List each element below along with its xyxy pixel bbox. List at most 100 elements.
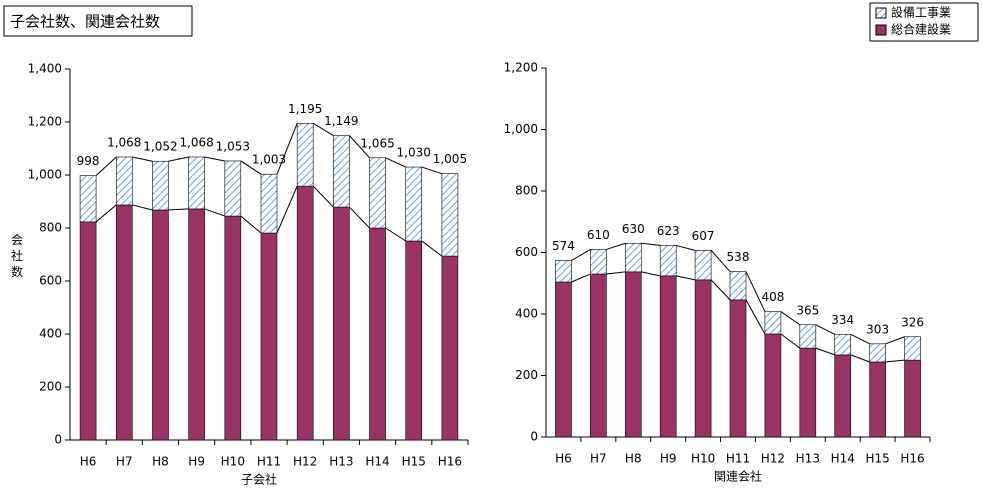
y-tick-label: 400 (39, 327, 62, 341)
bar-segment (799, 347, 817, 438)
total-label: 998 (77, 154, 100, 168)
x-tick-label: H8 (625, 452, 642, 466)
bar-segment (224, 215, 242, 441)
bar-segment (624, 242, 642, 273)
bar-segment (590, 249, 607, 275)
y-tick-label: 1,200 (504, 61, 538, 75)
total-label: 408 (761, 290, 784, 304)
x-tick-label: H9 (188, 455, 205, 469)
connector (240, 160, 262, 175)
y-tick-label: 800 (39, 221, 62, 235)
x-tick-label: H16 (438, 455, 462, 469)
y-tick-label: 1,000 (28, 168, 62, 182)
connector (168, 156, 189, 162)
total-label: 623 (657, 224, 680, 238)
bar-segment (694, 250, 712, 281)
connector (745, 299, 766, 335)
bar-segment (260, 173, 278, 234)
bar-segment (152, 160, 169, 211)
total-label: 1,052 (143, 140, 177, 154)
total-label: 630 (622, 222, 645, 236)
connector (348, 135, 370, 159)
x-tick-label: H11 (257, 455, 281, 469)
connector (606, 242, 626, 250)
x-tick-label: H12 (293, 455, 317, 469)
total-label: 326 (901, 315, 924, 329)
title-box (3, 5, 193, 37)
bar-segment (904, 336, 921, 361)
connector (641, 242, 661, 246)
legend-swatch (875, 24, 887, 36)
y-tick-label: 200 (515, 368, 538, 382)
x-tick-label: H10 (691, 452, 715, 466)
bar-segment (624, 271, 642, 438)
y-tick-label: 600 (39, 274, 62, 288)
bar-segment (115, 204, 133, 441)
bar-segment (834, 354, 852, 438)
total-label: 1,068 (107, 135, 141, 149)
bar-segment (224, 160, 242, 217)
x-tick-label: H13 (796, 452, 820, 466)
bar-segment (405, 240, 423, 441)
connector (850, 354, 870, 363)
x-tick-label: H15 (865, 452, 889, 466)
bar-segment (555, 281, 572, 438)
x-tick-label: H12 (761, 452, 785, 466)
bar-segment (369, 227, 386, 441)
x-axis-label: 関連会社 (714, 469, 762, 484)
x-tick-label: H8 (152, 455, 169, 469)
total-label: 1,053 (216, 139, 250, 153)
connector (95, 156, 117, 176)
connector (385, 227, 406, 242)
connector (885, 336, 905, 345)
total-label: 365 (796, 303, 819, 317)
x-tick-label: H15 (402, 455, 426, 469)
connector (349, 206, 370, 229)
x-tick-label: H7 (590, 452, 607, 466)
total-label: 574 (552, 239, 575, 253)
bar-segment (152, 209, 169, 441)
connector (421, 166, 443, 175)
connector (606, 271, 626, 275)
legend-label: 総合建設業 (891, 22, 951, 37)
total-label: 610 (587, 228, 610, 242)
bar-segment (79, 175, 97, 223)
x-tick-label: H11 (726, 452, 750, 466)
x-tick-label: H13 (329, 455, 353, 469)
y-tick-label: 400 (515, 307, 538, 321)
connector (676, 244, 696, 251)
total-label: 538 (727, 250, 750, 264)
bar-segment (296, 185, 314, 441)
bar-segment (729, 271, 747, 301)
connector (276, 185, 298, 234)
bar-segment (659, 275, 677, 438)
y-tick-label: 0 (54, 433, 62, 447)
bar-segment (369, 157, 386, 229)
total-label: 1,149 (324, 114, 358, 128)
bar-segment (694, 279, 712, 438)
bar-segment (441, 255, 459, 441)
bar-segment (764, 333, 782, 438)
total-label: 1,005 (433, 152, 467, 166)
bar-segment (188, 208, 205, 441)
bar-segment (333, 135, 350, 208)
connector (240, 215, 262, 234)
bar-segment (590, 273, 607, 438)
bar-segment (79, 221, 97, 441)
legend-label: 設備工事業 (891, 5, 951, 20)
x-tick-label: H6 (80, 455, 97, 469)
chart-title: 子会社数、関連会社数 (10, 13, 160, 31)
x-tick-label: H14 (365, 455, 389, 469)
x-tick-label: H7 (116, 455, 133, 469)
connector (95, 204, 117, 223)
connector (385, 157, 406, 168)
connector (571, 248, 591, 261)
bar-segment (555, 260, 572, 283)
connector (571, 273, 591, 283)
bar-segment (115, 156, 133, 206)
connector (745, 271, 766, 312)
x-tick-label: H6 (555, 452, 572, 466)
connector (421, 240, 443, 257)
bar-segment (869, 361, 886, 438)
total-label: 1,065 (360, 136, 394, 150)
